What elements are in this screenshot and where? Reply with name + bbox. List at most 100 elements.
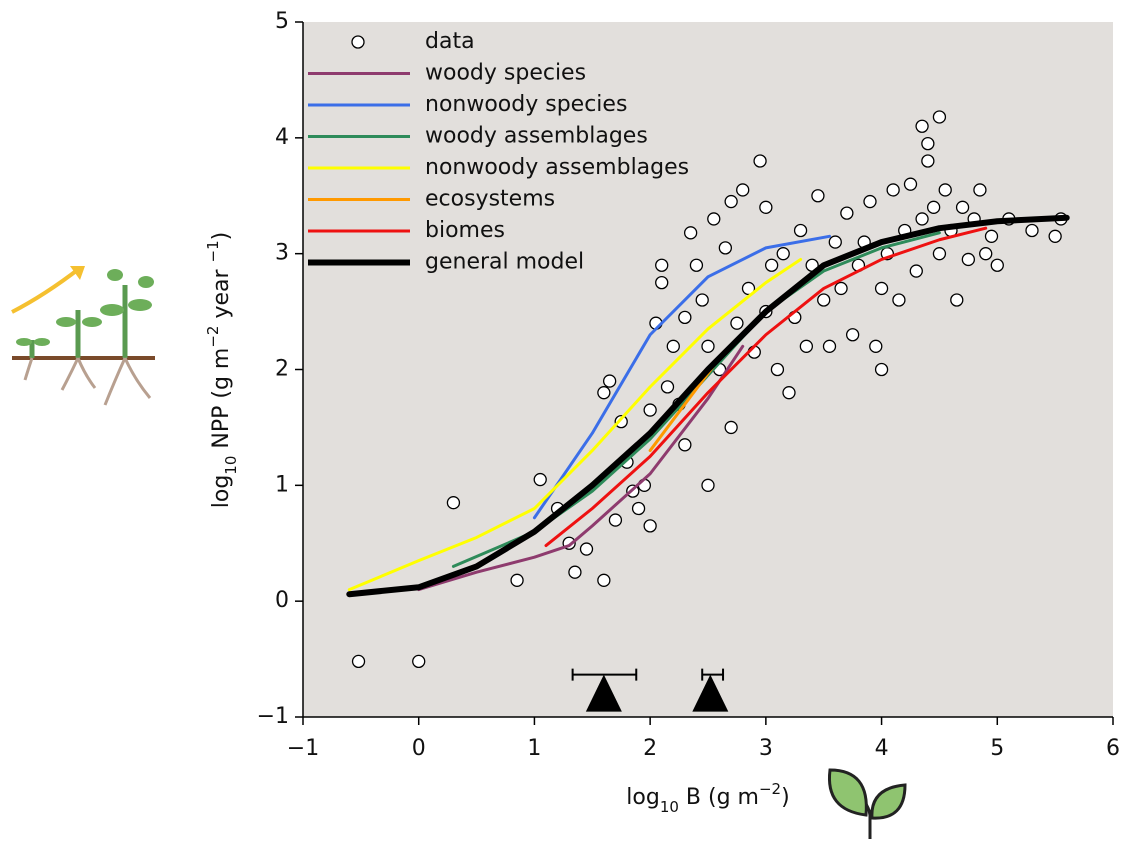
x-axis-label-part: −2 [759,780,781,798]
data-point [961,252,976,267]
data-point [845,328,860,342]
data-point [817,293,831,307]
data-point [909,264,923,278]
x-tick-label: −1 [287,736,319,761]
y-axis-label: log10 NPP (g m−2 year −1) [204,232,240,509]
y-axis-label-part: 10 [222,456,240,475]
leaf-icon [827,768,907,839]
x-axis-label-part: 10 [660,798,679,816]
x-tick-label: 3 [759,736,773,761]
data-point [643,403,657,417]
data-point [759,200,773,214]
y-axis-label-part: year [209,262,234,325]
data-point [926,200,941,214]
data-point [828,235,842,249]
data-point [938,183,952,197]
data-point [678,438,692,452]
data-point [903,177,918,191]
data-point [950,293,964,307]
legend-label: woody assemblages [425,124,648,149]
data-point [655,258,669,272]
data-point [608,513,623,527]
y-axis-label-part: log [209,475,234,509]
y-tick-label: −1 [257,704,289,729]
y-axis-label-part: NPP (g m [209,348,234,456]
data-point [973,183,987,197]
data-point [533,472,547,487]
data-point [707,212,721,226]
data-point [921,154,935,168]
data-point [886,183,900,197]
data-point [701,478,715,492]
data-point [984,229,999,243]
data-point [579,542,594,556]
data-point [776,247,790,261]
legend-label: nonwoody assemblages [425,155,689,180]
x-axis-label-part: log [626,785,660,810]
y-tick-label: 5 [275,9,289,34]
x-axis-label-part: B (g m [679,785,759,810]
data-point [782,386,796,400]
y-axis-label-part: ) [209,232,234,241]
data-point [446,496,461,510]
triangle-marker [585,674,622,712]
y-tick-label: 4 [275,125,289,150]
y-tick-label: 2 [275,357,289,382]
curve [347,257,803,592]
x-axis-label-part: ) [781,785,790,810]
data-point [921,136,935,151]
data-point [799,339,814,353]
data-point [689,258,704,272]
y-axis-label-part: −2 [204,326,222,348]
x-tick-label: 6 [1106,736,1120,761]
x-tick-label: 4 [875,736,889,761]
data-point [510,573,524,587]
curve [417,344,745,592]
data-point [840,206,854,220]
data-point [874,362,889,377]
data-point [1025,223,1039,238]
x-axis-label: log10 B (g m−2) [626,780,789,816]
triangle-marker [692,674,729,712]
data-point [730,316,744,330]
y-tick-label: 1 [275,472,289,497]
data-point [764,258,779,272]
data-point [741,281,756,296]
data-point [834,281,848,296]
legend-label: nonwoody species [425,92,627,117]
data-point [793,223,808,238]
legend-label: biomes [425,218,505,243]
data-point [695,293,709,307]
x-tick-label: 2 [643,736,657,761]
legend-label: woody species [425,61,586,86]
data-point [955,200,970,214]
data-point [631,501,646,516]
data-point [597,386,611,400]
curve [346,214,1070,598]
data-point [932,247,947,261]
data-point [701,339,715,353]
data-point [724,194,738,209]
x-tick-label: 1 [527,736,541,761]
data-point [655,275,669,290]
curve [532,234,831,520]
sprout-icon [11,266,155,406]
y-axis-label-part: −1 [204,240,222,262]
legend-label: data [425,29,475,54]
data-point [597,573,611,587]
x-tick-label: 0 [412,736,426,761]
data-point [863,194,877,209]
data-point [770,362,785,377]
data-point [412,654,426,669]
data-point [892,293,906,307]
x-tick-label: 5 [990,736,1004,761]
data-point [869,339,883,353]
data-point [351,654,366,669]
legend-label: ecosystems [425,187,555,212]
data-point [718,241,733,255]
legend-marker [351,35,365,49]
data-point [932,110,947,124]
curve [544,226,988,548]
data-point [1048,229,1062,243]
